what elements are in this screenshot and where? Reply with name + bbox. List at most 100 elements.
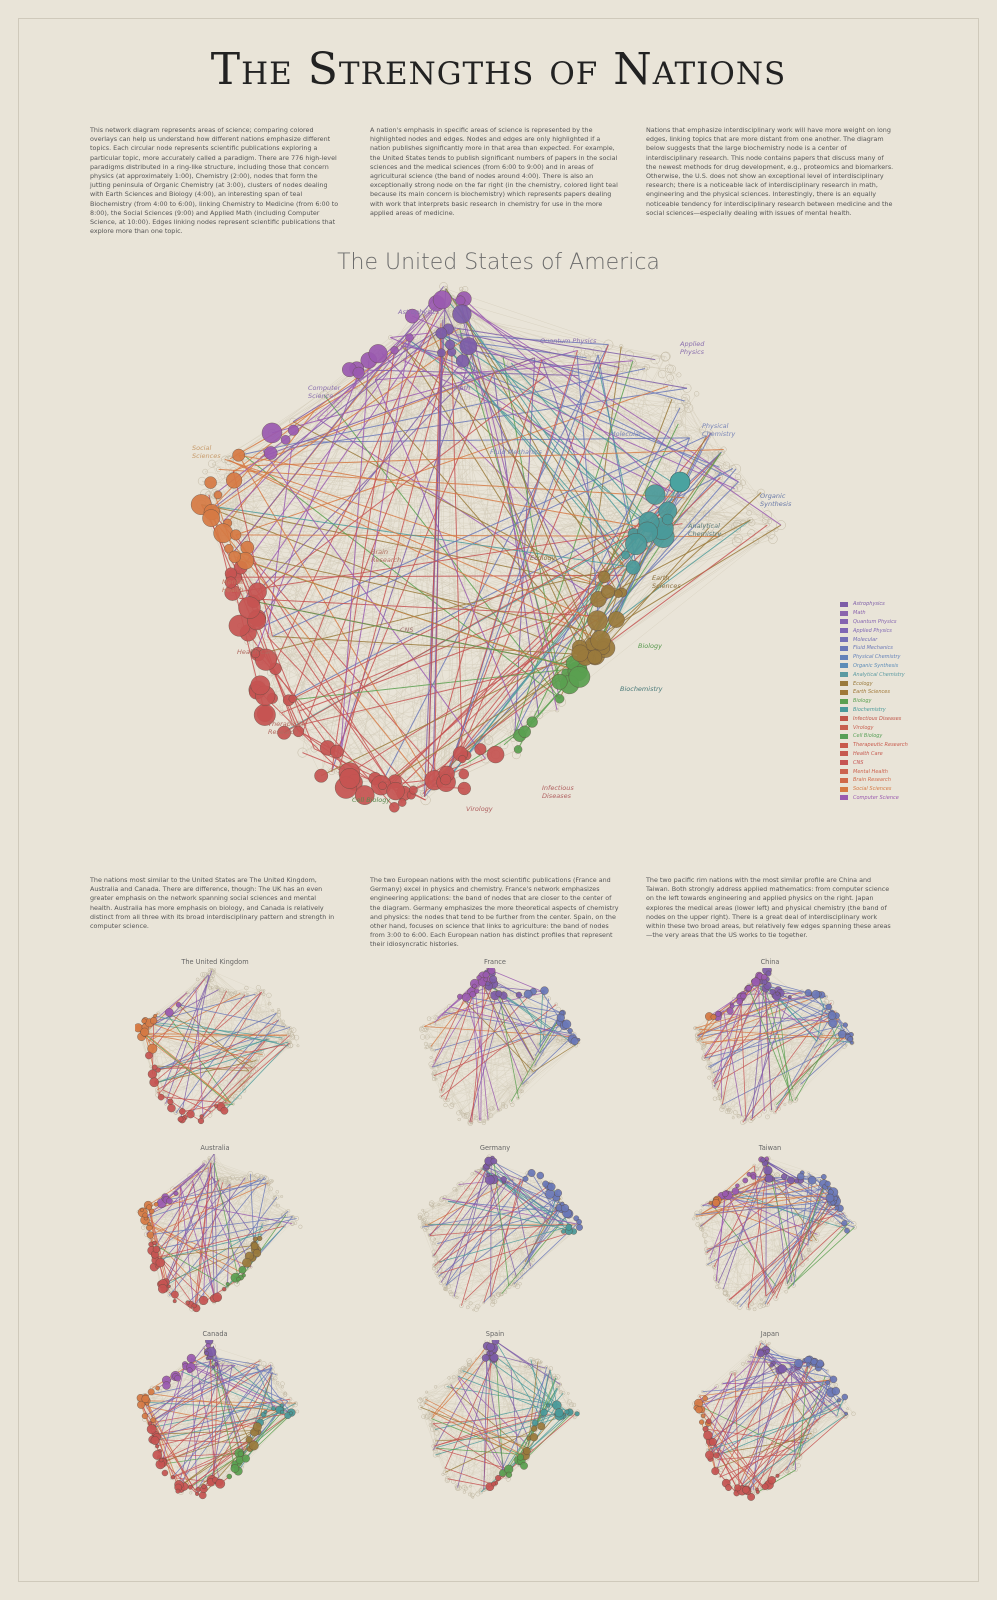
background-node [449,1007,454,1013]
highlighted-edge [740,997,747,1120]
background-edge [473,986,475,1117]
background-node [734,473,742,481]
background-edge [492,1274,522,1305]
background-node [675,403,685,413]
highlighted-edge [424,993,500,1027]
highlighted-edge [238,454,643,528]
background-edge [257,591,383,786]
background-edge [266,1205,279,1221]
background-edge [281,712,302,725]
background-edge [163,1198,218,1298]
highlighted-edge [162,1244,260,1284]
background-node [439,1196,445,1202]
legend-item: Applied Physics [840,626,960,635]
highlighted-node [761,979,768,985]
highlighted-edge [466,1001,499,1111]
highlighted-edge [723,1010,743,1116]
background-edge [155,1204,218,1298]
background-edge [272,379,376,637]
highlighted-edge [144,1033,288,1036]
highlighted-edge [379,344,609,787]
background-edge [426,1184,459,1228]
area-label-cns: CNS [400,626,414,634]
legend-item: Analytical Chemistry [840,670,960,679]
highlighted-edge [200,1042,291,1122]
highlighted-node [761,974,768,981]
highlighted-node [224,544,234,554]
background-edge [530,1207,560,1267]
legend-swatch [840,610,848,616]
highlighted-node [515,991,523,999]
highlighted-edge [218,468,685,499]
highlighted-edge [403,360,674,493]
background-edge [446,309,461,754]
nation-title: Taiwan [758,1144,782,1152]
background-edge [224,459,396,782]
background-edge [695,1028,709,1060]
highlighted-edge [212,340,463,512]
highlighted-edge [461,1179,500,1306]
area-label-biochemistry: Biochemistry [620,685,663,693]
highlighted-edge [478,977,529,1073]
background-node [262,1174,267,1179]
highlighted-node [232,448,246,462]
background-edge [208,494,463,760]
background-node [275,1190,280,1194]
highlighted-node [765,970,772,977]
highlighted-node [523,989,533,999]
highlighted-edge [144,1033,263,1055]
background-node [430,1048,434,1052]
highlighted-edge [192,1180,215,1299]
highlighted-edge [159,1257,195,1306]
background-node [762,510,772,521]
background-node [222,1179,229,1185]
intro-paragraph-1: This network diagram represents areas of… [90,126,339,236]
background-node [266,1180,272,1186]
background-node [249,1265,253,1269]
background-node [439,282,448,291]
background-edge [809,1234,818,1253]
background-edge [436,991,543,1065]
highlighted-node [149,1208,155,1215]
highlighted-node [314,768,329,783]
background-node [537,1179,542,1184]
highlighted-node [598,570,611,584]
background-edge [438,1201,449,1205]
highlighted-node [171,1290,179,1299]
background-edge [753,980,777,1109]
background-edge [227,1182,269,1185]
highlighted-edge [539,1024,567,1054]
highlighted-node [250,1242,259,1250]
background-edge [664,511,752,523]
background-node [731,1116,735,1120]
highlighted-node [775,991,780,996]
highlighted-node [489,975,498,984]
highlighted-node [166,1197,173,1205]
highlighted-edge [157,1183,231,1267]
highlighted-edge [704,1019,839,1045]
highlighted-edge [436,1181,505,1274]
background-node [483,735,494,745]
background-edge [195,989,255,1068]
background-edge [794,1056,818,1101]
highlighted-edge [257,565,625,655]
highlighted-edge [233,551,586,632]
background-edge [222,996,290,1036]
background-edge [462,1108,494,1115]
legend-swatch [840,769,848,775]
highlighted-edge [137,1027,231,1104]
legend-label: Therapeutic Research [853,742,908,749]
background-edge [156,1082,236,1099]
background-node [428,1044,433,1049]
background-edge [432,1238,499,1295]
background-edge [446,325,707,437]
highlighted-edge [349,615,603,774]
background-edge [202,480,663,529]
highlighted-node [146,1231,155,1239]
highlighted-edge [524,1198,561,1263]
background-edge [432,1192,559,1240]
nation-title: The United Kingdom [181,958,249,966]
background-edge [512,1042,579,1105]
background-node [319,390,329,400]
highlighted-node [191,1303,197,1309]
